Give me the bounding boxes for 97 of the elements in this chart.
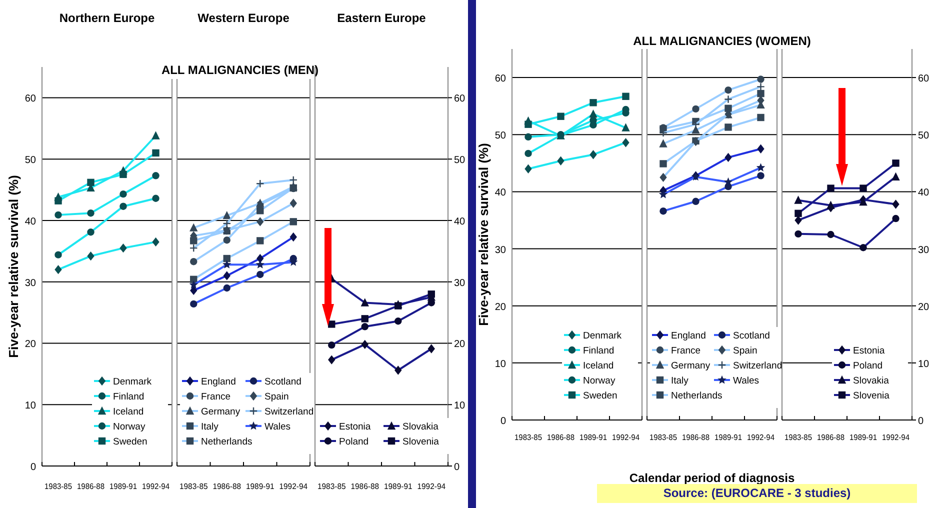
legend-label: Poland: [853, 360, 883, 372]
x-tick-label: 1989-91: [246, 482, 276, 491]
legend-label: Sweden: [113, 436, 148, 448]
legend-label: Sweden: [583, 390, 618, 402]
x-tick-label: 1986-88: [212, 482, 242, 491]
legend-label: Denmark: [113, 376, 152, 388]
y-tick-label: 60: [24, 94, 36, 105]
x-tick-label: 1992-94: [612, 433, 642, 442]
y-tick-label: 0: [30, 462, 36, 473]
y2-tick-label: 50: [454, 155, 466, 166]
y-tick-label: 40: [24, 216, 36, 228]
y-tick-label: 10: [494, 358, 506, 370]
x-tick-label: 1989-91: [714, 433, 744, 442]
y2-tick-label: 10: [454, 400, 466, 412]
legend-label: Netherlands: [201, 436, 252, 448]
y2-tick-label: 40: [454, 216, 466, 228]
y2-tick-label: 60: [454, 94, 466, 105]
y2-tick-label: 0: [454, 462, 460, 473]
legend-label: France: [201, 392, 231, 402]
y2-tick-label: 30: [918, 244, 930, 256]
x-axis-title: Calendar period of diagnosis: [629, 471, 796, 485]
legend-label: Spain: [264, 392, 289, 402]
x-tick-label: 1983-85: [514, 433, 544, 442]
y-tick-label: 20: [24, 339, 36, 350]
x-tick-label: 1989-91: [580, 433, 609, 442]
x-tick-label: 1986-88: [77, 482, 106, 491]
x-tick-label: 1986-88: [350, 482, 380, 491]
legend-label: Estonia: [339, 422, 372, 432]
x-tick-label: 1992-94: [747, 433, 776, 442]
x-tick-label: 1989-91: [850, 433, 879, 442]
x-tick-label: 1986-88: [817, 433, 846, 442]
legend-label: Norway: [113, 422, 146, 432]
source-note: Source: (EUROCARE - 3 studies): [663, 486, 851, 500]
y2-tick-label: 20: [918, 302, 930, 313]
x-tick-label: 1983-85: [650, 433, 679, 442]
chart-title: ALL MALIGNANCIES (WOMEN): [633, 34, 811, 48]
x-tick-label: 1983-85: [784, 433, 814, 442]
chart-title: Western Europe: [198, 11, 290, 25]
legend-label: Norway: [583, 376, 616, 386]
legend-label: Finland: [113, 392, 144, 402]
legend-label: Scotland: [264, 376, 302, 388]
y-tick-label: 60: [494, 74, 506, 85]
legend-label: Spain: [733, 346, 758, 356]
x-tick-label: 1983-85: [44, 482, 74, 491]
chart-subtitle: ALL MALIGNANCIES (MEN): [161, 63, 319, 77]
chart-title: Northern Europe: [59, 11, 155, 25]
y2-tick-label: 60: [918, 74, 930, 85]
legend-label: Italy: [201, 422, 219, 432]
y2-tick-label: 0: [918, 416, 924, 427]
y-axis-title: Five-year relative survival (%): [6, 175, 21, 358]
y2-tick-label: 40: [918, 188, 930, 199]
legend-label: Iceland: [583, 360, 614, 372]
legend-label: Scotland: [733, 330, 770, 342]
legend-label: England: [201, 376, 236, 388]
legend-label: Poland: [339, 436, 369, 448]
x-tick-label: 1983-85: [318, 482, 347, 491]
y2-tick-label: 30: [454, 278, 466, 289]
y-tick-label: 10: [24, 400, 36, 412]
y-tick-label: 30: [24, 278, 36, 289]
y-tick-label: 40: [494, 188, 506, 199]
y-tick-label: 0: [500, 416, 506, 427]
x-tick-label: 1986-88: [547, 433, 576, 442]
legend-label: Finland: [583, 346, 614, 356]
legend-label: Wales: [733, 376, 760, 386]
x-tick-label: 1992-94: [417, 482, 447, 491]
legend-label: Slovakia: [853, 376, 890, 386]
y-tick-label: 30: [494, 244, 506, 256]
legend-label: Wales: [264, 422, 291, 432]
x-tick-label: 1992-94: [142, 482, 172, 491]
legend-label: Switzerland: [733, 360, 782, 372]
chart-title: Eastern Europe: [337, 11, 426, 25]
legend-label: Slovenia: [853, 390, 890, 402]
y2-tick-label: 10: [918, 358, 930, 370]
legend-label: Denmark: [583, 330, 622, 342]
legend-label: Slovenia: [402, 436, 440, 448]
y2-tick-label: 50: [918, 130, 930, 142]
y-tick-label: 20: [494, 302, 506, 313]
legend-label: England: [671, 330, 706, 342]
legend-label: Italy: [671, 376, 689, 386]
legend-label: Iceland: [113, 406, 144, 418]
y-tick-label: 50: [494, 130, 506, 142]
y2-tick-label: 20: [454, 339, 466, 350]
x-tick-label: 1989-91: [384, 482, 414, 491]
legend-label: Slovakia: [402, 422, 440, 432]
legend-label: Estonia: [853, 346, 886, 356]
x-tick-label: 1986-88: [682, 433, 712, 442]
x-tick-label: 1992-94: [882, 433, 912, 442]
x-tick-label: 1989-91: [110, 482, 139, 491]
legend-label: Germany: [201, 406, 240, 418]
x-tick-label: 1992-94: [279, 482, 309, 491]
legend-label: Germany: [671, 360, 710, 372]
legend-label: Netherlands: [671, 390, 722, 402]
y-axis-title: Five-year relative survival (%): [476, 143, 491, 326]
legend-label: Switzerland: [264, 406, 314, 418]
y-tick-label: 50: [24, 155, 36, 166]
x-tick-label: 1983-85: [180, 482, 209, 491]
legend-label: France: [671, 346, 701, 356]
